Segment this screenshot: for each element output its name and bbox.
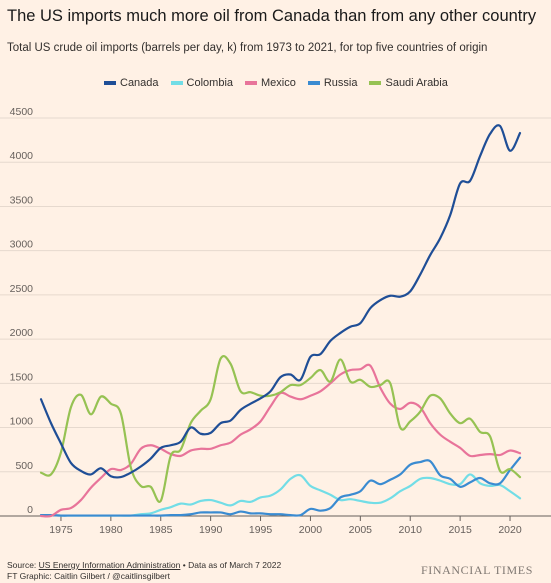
series-line-saudi-arabia [39,355,522,504]
legend: Canada Colombia Mexico Russia Saudi Arab… [104,77,448,89]
legend-swatch-saudi-arabia [369,81,382,85]
y-tick-label-1000: 1000 [10,416,34,428]
series-line-canada [39,124,522,479]
legend-label-saudi-arabia: Saudi Arabia [385,77,448,89]
x-tick-label-1975: 1975 [49,524,73,536]
line-chart: 0 500 1000 1500 2000 2500 3000 3500 4000 4500 197… [0,106,551,536]
financial-times-logo: FINANCIAL TIMES [420,563,533,577]
legend-swatch-russia [307,81,320,85]
y-tick-label-4000: 4000 [10,150,34,162]
legend-swatch-mexico [245,81,258,85]
chart-subtitle: Total US crude oil imports (barrels per … [7,42,488,54]
x-tick-label-1995: 1995 [249,524,273,536]
x-tick-label-2015: 2015 [448,524,472,536]
series-line-colombia [39,473,522,517]
legend-label-colombia: Colombia [186,77,234,89]
legend-item-saudi-arabia: Saudi Arabia [369,77,448,89]
y-tick-label-4500: 4500 [10,106,34,118]
source-note: Source: US Energy Information Administra… [7,560,477,582]
y-tick-label-0: 0 [27,504,33,516]
y-tick-label-2500: 2500 [10,283,34,295]
graphic-credit: FT Graphic: Caitlin Gilbert / @caitlinsg… [7,571,170,581]
x-tick-label-1980: 1980 [99,524,123,536]
x-tick-label-2005: 2005 [349,524,373,536]
source-suffix: • Data as of March 7 2022 [180,560,282,570]
series-lines [39,124,522,518]
legend-swatch-colombia [170,81,183,85]
legend-item-mexico: Mexico [245,77,296,89]
x-tick-label-2000: 2000 [299,524,323,536]
series-line-mexico [39,363,522,518]
series-line-russia [39,456,522,517]
chart-title: The US imports much more oil from Canada… [7,7,537,25]
y-tick-label-500: 500 [15,460,33,472]
legend-label-mexico: Mexico [261,77,296,89]
x-tick-label-2020: 2020 [498,524,522,536]
y-tick-label-1500: 1500 [10,371,34,383]
legend-label-canada: Canada [120,77,159,89]
source-prefix: Source: [7,560,39,570]
legend-item-canada: Canada [104,77,159,89]
legend-item-colombia: Colombia [170,77,234,89]
y-tick-label-2000: 2000 [10,327,34,339]
x-tick-label-1985: 1985 [149,524,173,536]
source-line: Source: US Energy Information Administra… [7,560,477,571]
y-tick-labels: 0 500 1000 1500 2000 2500 3000 3500 4000 4500 [10,106,34,516]
legend-label-russia: Russia [323,77,358,89]
legend-item-russia: Russia [307,77,358,89]
source-link[interactable]: US Energy Information Administration [38,560,181,570]
legend-swatch-canada [104,81,116,85]
x-tick-label-2010: 2010 [399,524,423,536]
y-tick-label-3000: 3000 [10,239,34,251]
x-tick-label-1990: 1990 [199,524,223,536]
y-tick-label-3500: 3500 [10,194,34,206]
y-gridlines [0,117,551,517]
x-axis: 1975 1980 1985 1990 1995 2000 2005 2010 2015 2020 [49,516,522,536]
